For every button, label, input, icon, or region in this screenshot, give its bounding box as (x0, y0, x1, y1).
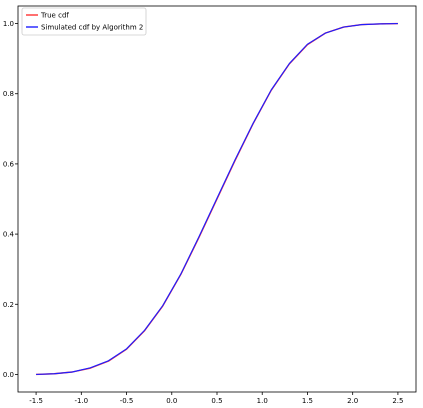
x-axis-ticks: -1.5 -1.0 -0.5 0.0 0.5 1.0 1.5 2.0 2.5 (29, 392, 403, 405)
legend-label-true-cdf: True cdf (40, 12, 69, 20)
x-tick-label: 1.5 (302, 397, 313, 405)
y-tick-label: 0.4 (3, 231, 15, 239)
legend-label-simulated-cdf: Simulated cdf by Algorithm 2 (41, 24, 143, 32)
legend: True cdf Simulated cdf by Algorithm 2 (21, 7, 147, 36)
y-tick-label: 0.6 (3, 160, 15, 168)
y-tick-label: 0.8 (3, 90, 14, 98)
legend-box (21, 7, 147, 36)
series-line-simulated-cdf (36, 22, 398, 376)
series-lines (36, 22, 398, 376)
x-tick-label: 2.5 (392, 397, 403, 405)
x-tick-label: -1.5 (29, 397, 43, 405)
y-tick-label: 1.0 (3, 20, 14, 28)
x-tick-label: 0.0 (166, 397, 177, 405)
x-tick-label: 2.0 (347, 397, 358, 405)
x-tick-label: -1.0 (74, 397, 88, 405)
y-tick-label: 0.0 (3, 371, 14, 379)
y-axis-ticks: 0.0 0.2 0.4 0.6 0.8 1.0 (3, 20, 18, 379)
x-tick-label: 1.0 (257, 397, 268, 405)
x-tick-label: -0.5 (120, 397, 134, 405)
x-tick-label: 0.5 (211, 397, 222, 405)
y-tick-label: 0.2 (3, 301, 14, 309)
